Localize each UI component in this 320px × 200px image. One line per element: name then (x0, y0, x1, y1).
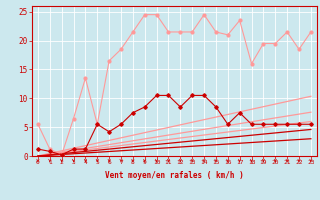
X-axis label: Vent moyen/en rafales ( km/h ): Vent moyen/en rafales ( km/h ) (105, 171, 244, 180)
